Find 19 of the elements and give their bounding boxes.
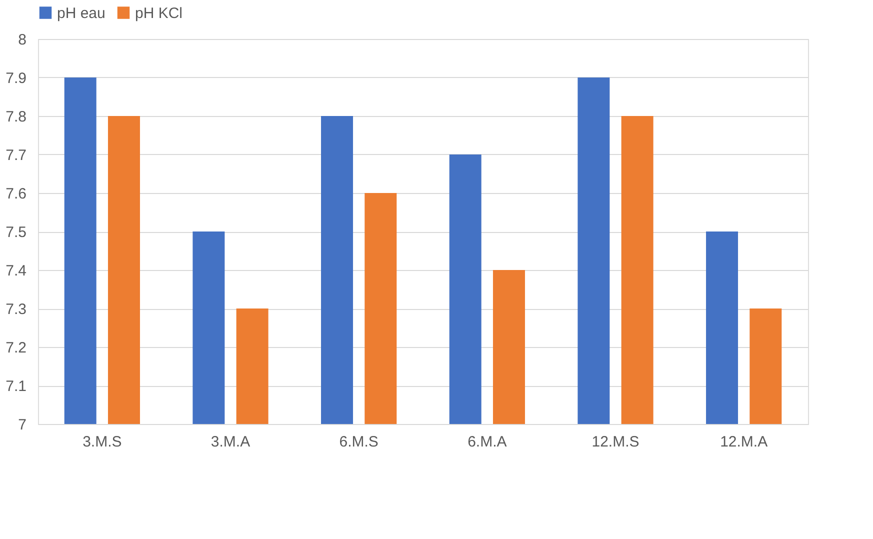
y-tick-label: 7.8 <box>6 108 26 126</box>
y-tick-label: 7.2 <box>6 340 26 356</box>
legend-label: pH eau <box>57 4 106 22</box>
y-tick-label: 7.6 <box>6 186 26 202</box>
x-tick-label: 3.M.A <box>210 434 250 450</box>
y-tick-label: 7.3 <box>6 301 26 318</box>
y-tick-label: 7.4 <box>6 262 26 280</box>
y-tick-label: 7.7 <box>6 147 26 164</box>
y-tick-label: 7 <box>18 416 26 434</box>
x-tick-label: 12.M.S <box>592 434 640 450</box>
x-tick-label: 6.M.S <box>339 434 378 450</box>
legend-label: pH KCl <box>135 4 183 22</box>
x-tick-label: 6.M.A <box>468 434 507 450</box>
y-tick-label: 7.1 <box>6 378 26 395</box>
x-tick-label: 3.M.S <box>82 434 122 450</box>
y-tick-label: 7.9 <box>6 70 26 87</box>
x-tick-label: 12.M.A <box>720 434 768 450</box>
y-tick-label: 7.5 <box>6 224 26 241</box>
y-tick-label: 8 <box>18 32 26 48</box>
